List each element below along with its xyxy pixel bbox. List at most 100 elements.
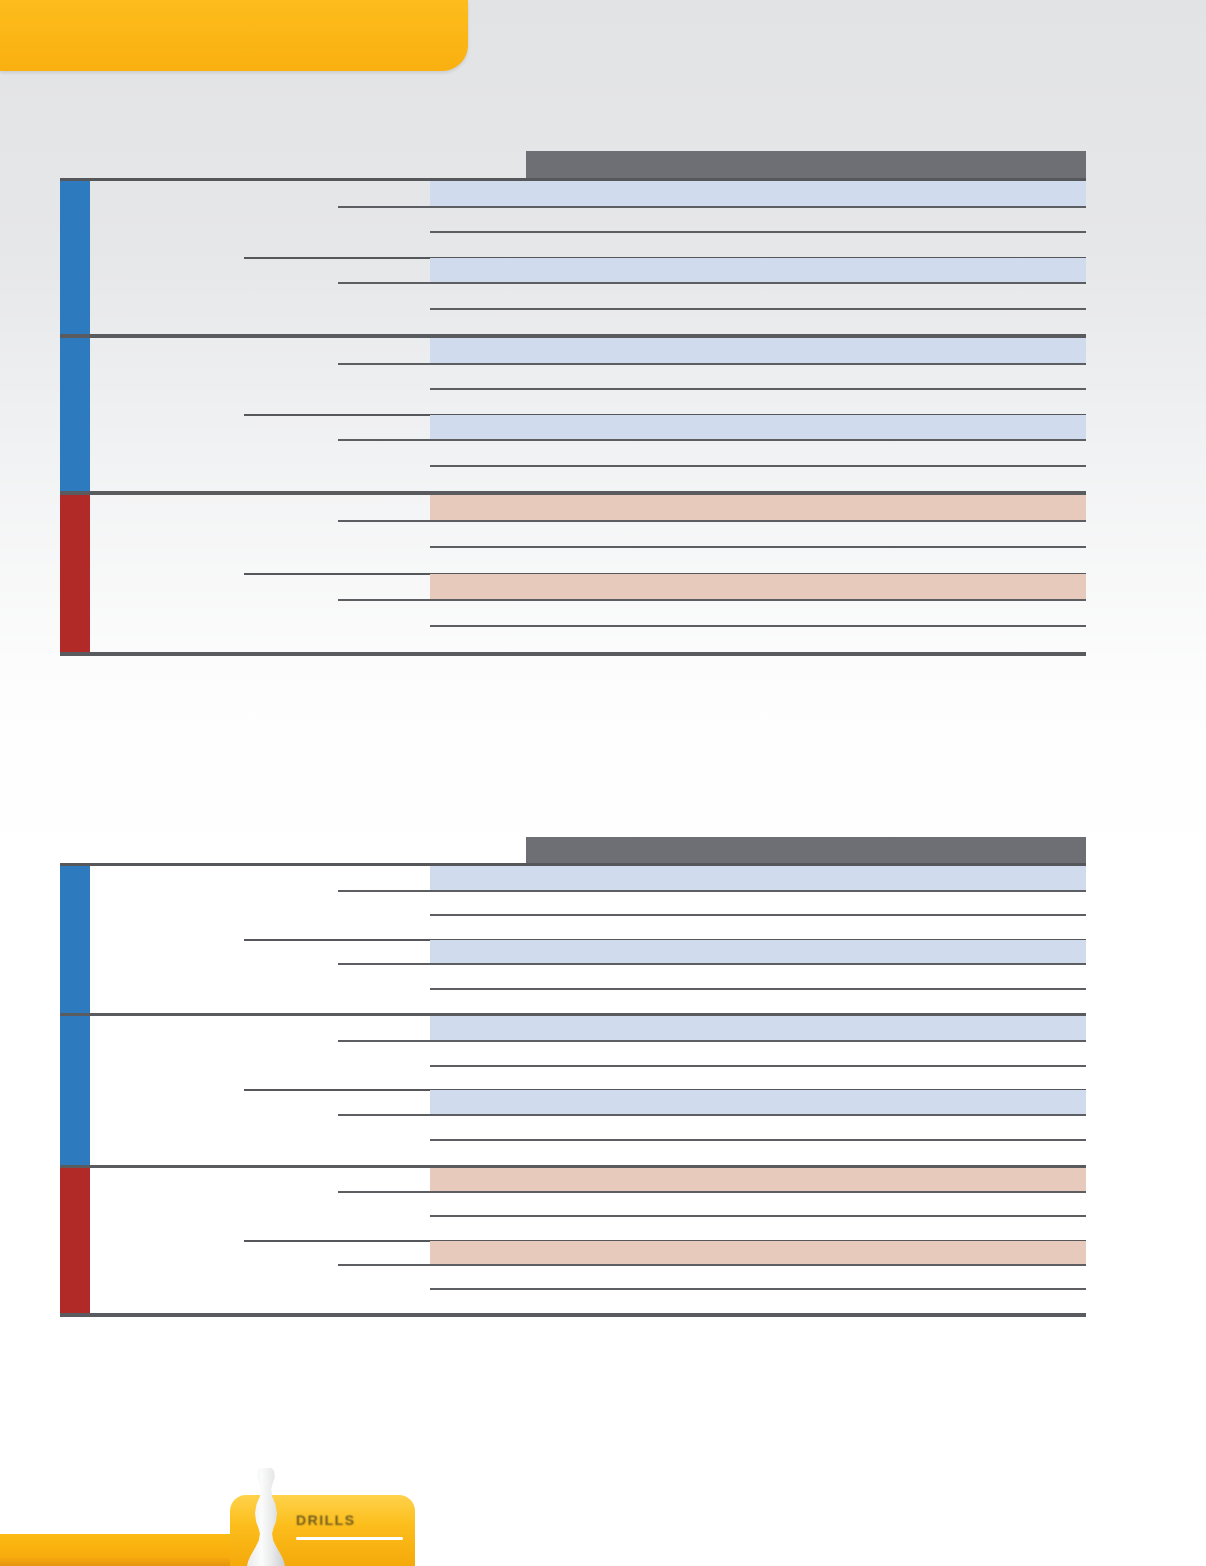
table-top-border [60, 863, 1086, 866]
table-row [90, 1016, 1086, 1042]
section-rows [90, 1016, 1086, 1165]
top-header-banner [0, 0, 468, 71]
table-section-red [60, 1168, 1086, 1313]
row-highlight [430, 939, 1086, 964]
table-top-border [60, 178, 1086, 181]
table-row [90, 466, 1086, 492]
row-highlight [430, 495, 1086, 522]
row-highlight [430, 866, 1086, 891]
row-divider-line [338, 963, 1086, 965]
table-row [90, 1216, 1086, 1242]
row-divider-line [430, 987, 1086, 990]
row-divider-line [338, 439, 1086, 441]
row-highlight [430, 1168, 1086, 1193]
drills-tab-label: DRILLS [296, 1512, 356, 1528]
table-row [90, 600, 1086, 627]
row-divider-line [430, 388, 1086, 390]
section-divider [60, 1013, 1086, 1016]
section-divider [60, 1165, 1086, 1168]
section-rows [90, 181, 1086, 334]
table-bottom-border [60, 652, 1086, 656]
section-accent-bar [60, 866, 90, 1013]
tab-underline [296, 1537, 403, 1540]
table-row [90, 891, 1086, 916]
table-row [90, 414, 1086, 441]
row-highlight [430, 181, 1086, 207]
table-row [90, 364, 1086, 390]
section-rows [90, 1168, 1086, 1313]
table-header-bar [526, 837, 1086, 863]
table-row [90, 1041, 1086, 1067]
row-divider-line [430, 307, 1086, 310]
row-highlight [430, 1090, 1086, 1116]
table-row [90, 1115, 1086, 1142]
table-row [90, 547, 1086, 575]
section-rows [90, 495, 1086, 652]
row-divider-line [338, 1191, 1086, 1194]
footer-accent-bar [0, 1534, 248, 1566]
table-row [90, 915, 1086, 941]
table-row [90, 1140, 1086, 1165]
table-row [90, 232, 1086, 259]
section-rows [90, 338, 1086, 491]
table-row [90, 573, 1086, 601]
row-divider-line [338, 1114, 1086, 1117]
table-section-blue [60, 338, 1086, 491]
table-row [90, 181, 1086, 208]
row-divider-line [430, 1139, 1086, 1142]
row-highlight [430, 338, 1086, 364]
section-accent-bar [60, 338, 90, 491]
table-section-blue [60, 866, 1086, 1013]
row-divider-line [338, 889, 1086, 892]
table-row [90, 389, 1086, 416]
table-row [90, 626, 1086, 652]
table-section-red [60, 495, 1086, 652]
section-rows [90, 866, 1086, 1013]
table-row [90, 1289, 1086, 1313]
section-accent-bar [60, 181, 90, 334]
row-divider-line [430, 464, 1086, 467]
table-row [90, 338, 1086, 365]
table-row [90, 866, 1086, 892]
row-divider-line [338, 282, 1086, 284]
section-divider [60, 491, 1086, 495]
table-row [90, 1168, 1086, 1194]
row-divider-line [338, 520, 1086, 523]
section-accent-bar [60, 1016, 90, 1165]
row-divider-line [338, 598, 1086, 601]
row-divider-line [338, 1263, 1086, 1266]
table-row [90, 1090, 1086, 1117]
table-row [90, 1192, 1086, 1218]
row-divider-line [430, 624, 1086, 627]
table-row [90, 1066, 1086, 1092]
table-row [90, 1265, 1086, 1290]
table-row [90, 939, 1086, 965]
table-row [90, 207, 1086, 233]
spec-table-1 [60, 151, 1086, 656]
row-divider-line [430, 1287, 1086, 1290]
row-divider-line [338, 1039, 1086, 1042]
table-row [90, 989, 1086, 1014]
table-row [90, 257, 1086, 284]
row-divider-line [430, 1215, 1086, 1218]
row-highlight [430, 1240, 1086, 1265]
spec-table-2 [60, 837, 1086, 1317]
table-section-blue [60, 181, 1086, 334]
row-divider-line [338, 205, 1086, 208]
table-row [90, 521, 1086, 549]
row-divider-line [430, 546, 1086, 549]
table-row [90, 964, 1086, 990]
row-highlight [430, 573, 1086, 600]
section-divider [60, 334, 1086, 338]
row-divider-line [430, 1064, 1086, 1067]
table-row [90, 1240, 1086, 1266]
table-row [90, 440, 1086, 467]
table-bottom-border [60, 1313, 1086, 1317]
table-body [60, 181, 1086, 656]
table-section-blue [60, 1016, 1086, 1165]
row-highlight [430, 1016, 1086, 1041]
row-highlight [430, 257, 1086, 283]
row-divider-line [430, 231, 1086, 233]
table-row [90, 495, 1086, 523]
